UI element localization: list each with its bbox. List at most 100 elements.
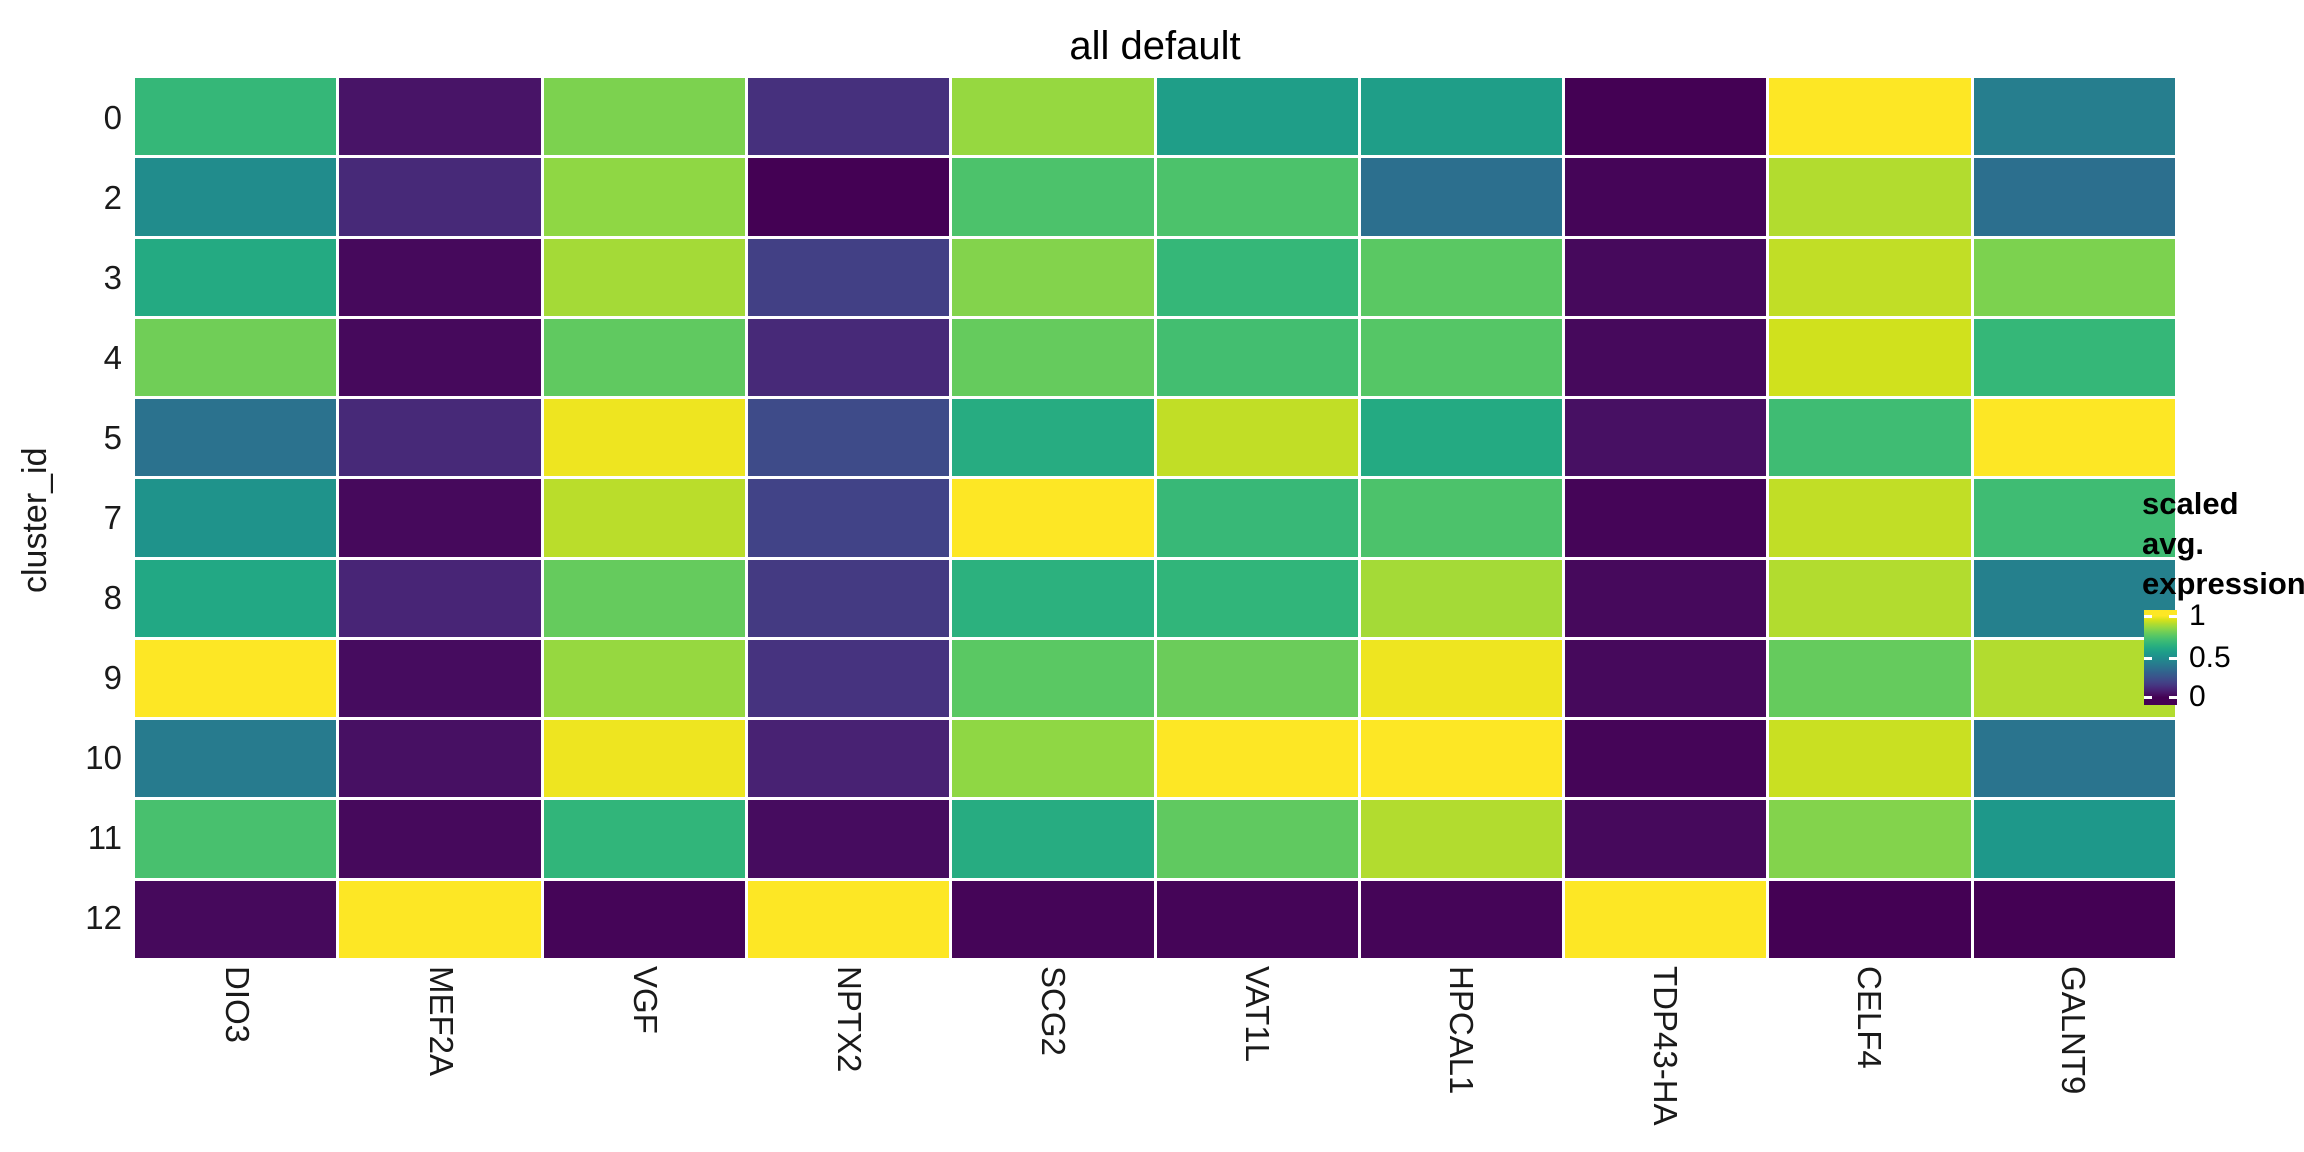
y-tick-label: 4 <box>103 339 122 376</box>
heatmap-cell <box>1565 318 1767 397</box>
legend-tick-label: 0.5 <box>2189 641 2231 675</box>
heatmap-cell <box>135 399 337 477</box>
heatmap-cell <box>952 78 1154 156</box>
heatmap-cell <box>1769 479 1971 557</box>
y-axis-tick-labels: 0 2 3 4 5 7 8 9 10 11 12 <box>0 78 122 958</box>
heatmap-cell <box>1769 238 1971 316</box>
heatmap-cell <box>1156 720 1358 798</box>
legend-tick-mark <box>2169 696 2177 700</box>
legend-colorbar-row: 1 0.5 0 <box>2142 600 2304 712</box>
x-axis-tick-labels: DIO3 MEF2A VGF NPTX2 SCG2 VAT1L HPCAL1 TDP43-HA… <box>135 966 2175 1146</box>
legend-tick-label: 0 <box>2189 680 2206 714</box>
heatmap-cell <box>543 238 745 316</box>
heatmap-cell <box>543 880 745 958</box>
heatmap-cell <box>1156 158 1358 236</box>
heatmap-cell <box>952 559 1154 637</box>
heatmap-cell <box>952 238 1154 316</box>
heatmap-cell <box>747 559 950 637</box>
heatmap-cell <box>952 318 1154 397</box>
heatmap-cell <box>339 399 541 477</box>
legend-tick-mark <box>2144 614 2152 618</box>
heatmap-cell <box>1360 559 1563 637</box>
x-tick-label: VAT1L <box>1239 966 1276 1062</box>
legend-colorbar <box>2144 610 2177 705</box>
x-tick-label: MEF2A <box>423 966 460 1077</box>
heatmap-cell <box>1360 880 1563 958</box>
y-tick-label: 9 <box>103 659 122 696</box>
heatmap-cell <box>1565 559 1767 637</box>
heatmap-cell <box>339 318 541 397</box>
legend-tick-label: 1 <box>2189 598 2206 632</box>
y-tick-label: 12 <box>85 899 122 936</box>
y-tick-label: 8 <box>103 579 122 616</box>
heatmap-cell <box>135 238 337 316</box>
heatmap-cell <box>339 559 541 637</box>
x-tick-label: TDP43-HA <box>1647 966 1684 1126</box>
heatmap-cell <box>1156 880 1358 958</box>
heatmap-cell <box>1565 639 1767 718</box>
heatmap-cell <box>1769 399 1971 477</box>
heatmap-cell <box>135 78 337 156</box>
heatmap-cell <box>747 78 950 156</box>
heatmap-cell <box>1156 479 1358 557</box>
heatmap-cell <box>1769 559 1971 637</box>
heatmap-cell <box>1360 800 1563 878</box>
heatmap-cell <box>747 399 950 477</box>
x-tick-label: DIO3 <box>219 966 256 1044</box>
heatmap-cell <box>1156 639 1358 718</box>
y-tick-label: 11 <box>87 819 122 856</box>
heatmap-cell <box>1973 78 2175 156</box>
legend-tick-mark <box>2144 696 2152 700</box>
heatmap-cell <box>1769 78 1971 156</box>
heatmap-cell <box>1973 880 2175 958</box>
heatmap-cell <box>543 559 745 637</box>
heatmap-cell <box>1156 78 1358 156</box>
plot-title: all default <box>1069 24 1241 68</box>
heatmap-cell <box>1769 800 1971 878</box>
heatmap-cell <box>1156 800 1358 878</box>
x-tick-label: HPCAL1 <box>1443 966 1480 1095</box>
heatmap-cell <box>339 880 541 958</box>
heatmap-cell <box>1973 399 2175 477</box>
heatmap-cell <box>339 639 541 718</box>
heatmap-cell <box>135 880 337 958</box>
heatmap-cell <box>1360 158 1563 236</box>
heatmap-cell <box>747 720 950 798</box>
heatmap-cell <box>1565 158 1767 236</box>
heatmap-cell <box>1565 800 1767 878</box>
heatmap-cell <box>1565 479 1767 557</box>
legend-tick-mark <box>2144 657 2152 661</box>
heatmap-cell <box>339 720 541 798</box>
heatmap-cell <box>1973 720 2175 798</box>
heatmap-cell <box>1769 720 1971 798</box>
heatmap-cell <box>747 318 950 397</box>
legend: scaled avg. expression 1 0.5 0 <box>2142 484 2304 712</box>
heatmap-cell <box>747 238 950 316</box>
heatmap-cell <box>543 158 745 236</box>
x-tick-label: SCG2 <box>1035 966 1072 1056</box>
heatmap-cell <box>543 720 745 798</box>
heatmap-cell <box>1565 880 1767 958</box>
heatmap-cell <box>1769 158 1971 236</box>
y-tick-label: 0 <box>103 99 122 136</box>
heatmap-cell <box>1360 78 1563 156</box>
legend-title-line-1: scaled avg. <box>2142 486 2239 561</box>
heatmap-cell <box>135 479 337 557</box>
y-tick-label: 10 <box>85 739 122 776</box>
heatmap-cell <box>1973 238 2175 316</box>
heatmap-cell <box>1360 399 1563 477</box>
heatmap-cell <box>543 639 745 718</box>
heatmap-cell <box>952 158 1154 236</box>
heatmap-cell <box>747 800 950 878</box>
heatmap-cell <box>339 78 541 156</box>
heatmap-cell <box>543 78 745 156</box>
heatmap-cell <box>1769 880 1971 958</box>
heatmap-cell <box>1565 238 1767 316</box>
heatmap-cell <box>339 800 541 878</box>
heatmap-cell <box>952 639 1154 718</box>
heatmap-cell <box>543 479 745 557</box>
heatmap-cell <box>1156 399 1358 477</box>
heatmap-cell <box>952 399 1154 477</box>
heatmap-cell <box>1769 639 1971 718</box>
